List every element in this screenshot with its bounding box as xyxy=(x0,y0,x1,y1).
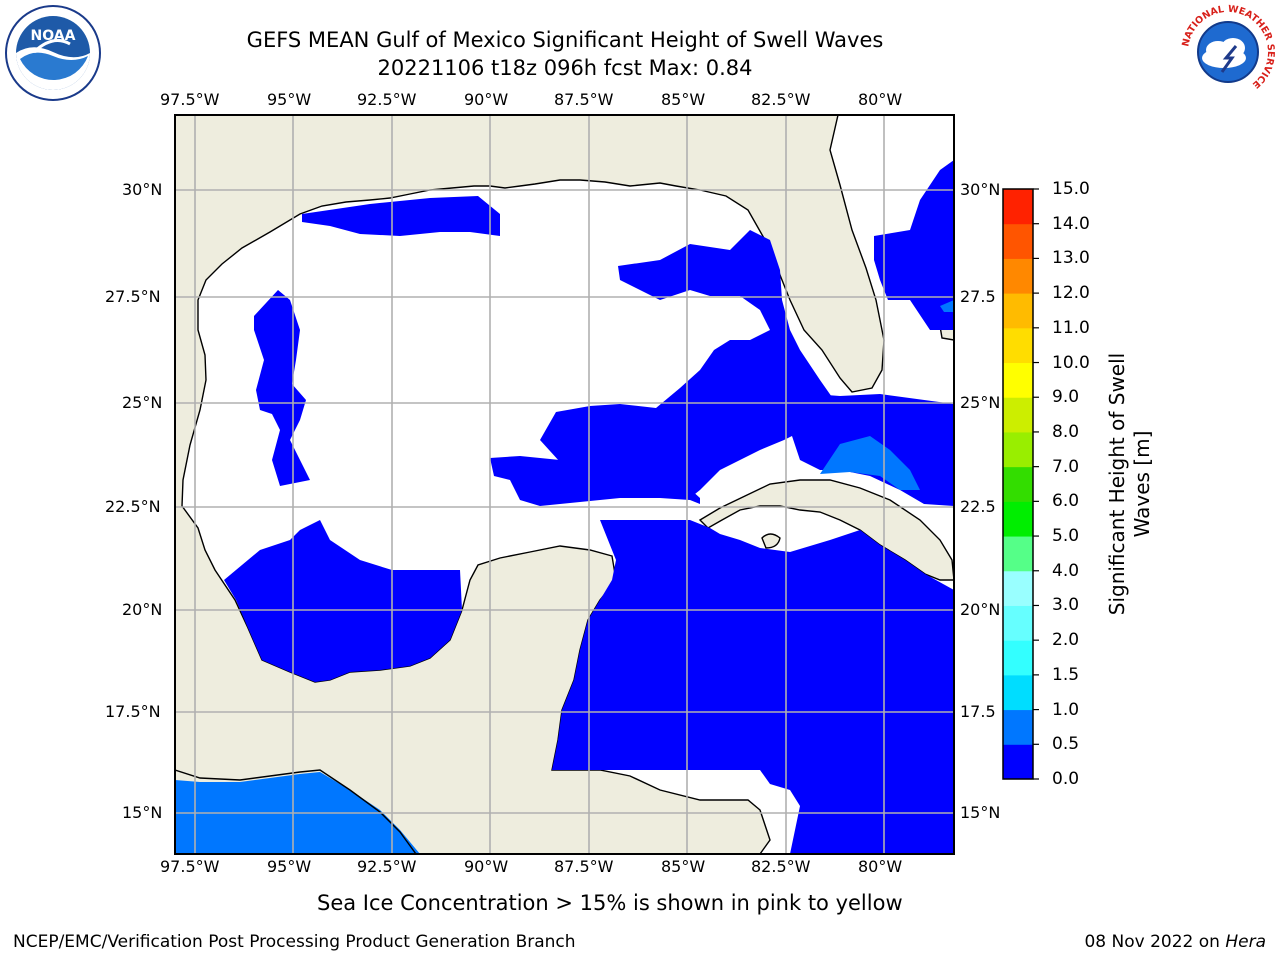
colorbar-bin xyxy=(1003,605,1033,641)
colorbar-tick-label: 8.0 xyxy=(1052,421,1080,442)
title-line-1: GEFS MEAN Gulf of Mexico Significant Hei… xyxy=(246,28,884,52)
lat-label: 27.5 xyxy=(960,287,996,306)
footer-credit: NCEP/EMC/Verification Post Processing Pr… xyxy=(13,932,576,952)
colorbar-tick-label: 0.5 xyxy=(1052,734,1080,755)
lat-label: 17.5°N xyxy=(105,702,161,721)
lon-label: 92.5°W xyxy=(357,857,417,876)
swell-region-north-central xyxy=(302,196,500,236)
land-isle-of-youth xyxy=(761,533,781,549)
colorbar-tick-label: 1.0 xyxy=(1052,699,1080,720)
colorbar-bin xyxy=(1003,223,1033,259)
lat-label: 17.5 xyxy=(960,702,996,721)
colorbar-bin xyxy=(1003,258,1033,294)
footer-date: 08 Nov 2022 on Hera xyxy=(1084,932,1266,952)
lat-label: 20°N xyxy=(960,600,1001,619)
lon-label: 97.5°W xyxy=(160,90,220,109)
colorbar-bin xyxy=(1003,674,1033,711)
colorbar-bin xyxy=(1003,327,1033,364)
lon-label: 85°W xyxy=(661,857,706,876)
colorbar-tick-label: 7.0 xyxy=(1052,456,1080,477)
colorbar-tick-label: 12.0 xyxy=(1052,283,1090,304)
map-title: GEFS MEAN Gulf of Mexico Significant Hei… xyxy=(214,26,916,82)
lat-label: 25°N xyxy=(122,393,163,412)
map-area xyxy=(175,115,954,854)
swell-region-central-gulf xyxy=(490,456,700,506)
lat-label: 22.5°N xyxy=(105,497,161,516)
lat-label: 15°N xyxy=(122,803,163,822)
colorbar-tick-label: 6.0 xyxy=(1052,491,1080,512)
sea-ice-note: Sea Ice Concentration > 15% is shown in … xyxy=(317,891,903,915)
colorbar-bin xyxy=(1003,501,1033,537)
colorbar-bin xyxy=(1003,362,1033,398)
nws-logo: NATIONAL WEATHER SERVICE xyxy=(1178,2,1278,102)
colorbar-bin xyxy=(1003,189,1033,225)
swell-region-west-tongue xyxy=(254,290,310,486)
colorbar-bin xyxy=(1003,570,1033,606)
land-cuba xyxy=(698,479,954,581)
lon-label: 87.5°W xyxy=(554,857,614,876)
lon-label: 90°W xyxy=(464,857,509,876)
footer-date-text: 08 Nov 2022 on xyxy=(1084,932,1226,952)
colorbar-tick-label: 11.0 xyxy=(1052,317,1090,338)
lon-label: 80°W xyxy=(858,857,903,876)
colorbar-bin xyxy=(1003,709,1033,745)
lat-label: 30°N xyxy=(122,180,163,199)
lon-label: 92.5°W xyxy=(357,90,417,109)
colorbar-bin xyxy=(1003,744,1033,780)
lon-label: 87.5°W xyxy=(554,90,614,109)
swell-region-west-cuba-lighter xyxy=(820,436,920,490)
lat-label: 27.5°N xyxy=(105,287,161,306)
swell-region-atlantic xyxy=(874,160,954,330)
colorbar-tick-label: 10.0 xyxy=(1052,352,1090,373)
lat-label: 25°N xyxy=(960,393,1001,412)
lat-label: 22.5 xyxy=(960,497,996,516)
swell-region-bay-of-campeche xyxy=(224,520,462,682)
colorbar-label-text: Significant Height of Swell Waves [m] xyxy=(1105,352,1154,616)
lon-label: 80°W xyxy=(858,90,903,109)
map-frame xyxy=(174,114,955,855)
noaa-logo-icon: NOAA xyxy=(5,5,101,101)
colorbar-tick-label: 13.0 xyxy=(1052,248,1090,269)
lon-label: 95°W xyxy=(267,857,312,876)
colorbar-tick-label: 9.0 xyxy=(1052,387,1080,408)
noaa-logo: NOAA xyxy=(4,4,102,102)
title-line-2: 20221106 t18z 096h fcst Max: 0.84 xyxy=(377,56,753,80)
colorbar-frame xyxy=(1002,188,1034,780)
colorbar-tick-label: 3.0 xyxy=(1052,595,1080,616)
colorbar-tick-label: 2.0 xyxy=(1052,630,1080,651)
lon-label: 97.5°W xyxy=(160,857,220,876)
nws-logo-icon: NATIONAL WEATHER SERVICE xyxy=(1180,4,1276,100)
colorbar-tick-label: 15.0 xyxy=(1052,179,1090,199)
lat-label: 15°N xyxy=(960,803,1001,822)
lon-label: 90°W xyxy=(464,90,509,109)
lat-label: 30°N xyxy=(960,180,1001,199)
pacific-coastline xyxy=(175,769,417,854)
colorbar-tick-label: 1.5 xyxy=(1052,664,1080,685)
colorbar-bin xyxy=(1003,397,1033,433)
colorbar-tick-label: 14.0 xyxy=(1052,213,1090,234)
lat-label: 20°N xyxy=(122,600,163,619)
swell-region-atlantic-patch xyxy=(940,300,954,312)
colorbar-tick-label: 5.0 xyxy=(1052,526,1080,547)
swell-region-caribbean xyxy=(552,520,954,854)
colorbar-bin xyxy=(1003,466,1033,502)
colorbar-bin xyxy=(1003,536,1033,572)
colorbar-bin xyxy=(1003,431,1033,468)
lon-label: 82.5°W xyxy=(751,90,811,109)
graticule xyxy=(175,115,954,854)
colorbar-tick-label: 4.0 xyxy=(1052,560,1080,581)
lon-label: 82.5°W xyxy=(751,857,811,876)
noaa-logo-text: NOAA xyxy=(31,28,76,44)
lon-label: 85°W xyxy=(661,90,706,109)
footer-host: Hera xyxy=(1225,932,1266,952)
colorbar-tick-label: 0.0 xyxy=(1052,769,1080,789)
colorbar-bin xyxy=(1003,640,1033,676)
lon-label: 95°W xyxy=(267,90,312,109)
colorbar xyxy=(1003,188,1039,780)
colorbar-bin xyxy=(1003,293,1033,329)
